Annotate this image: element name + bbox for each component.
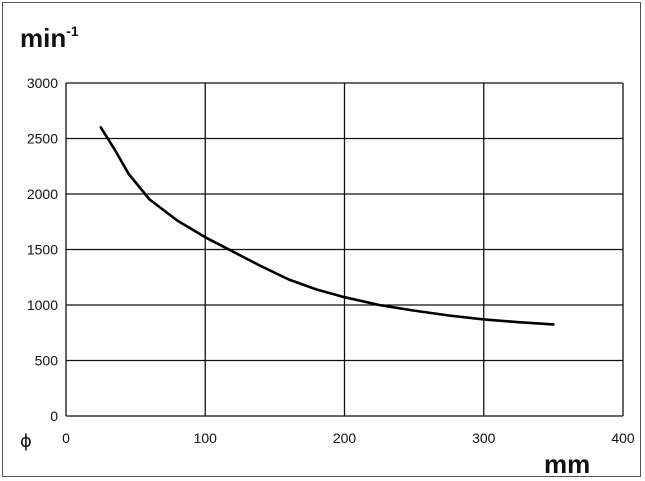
y-tick-label: 2000 [27,186,58,202]
chart-frame [2,2,641,477]
x-axis-title: mm [544,449,590,479]
diameter-symbol: ϕ [20,431,32,452]
x-tick-labels: 0 100 200 300 400 [62,430,635,446]
y-tick-label: 1000 [27,297,58,313]
y-tick-labels: 0 500 1000 1500 2000 2500 3000 [27,75,58,424]
grid [65,82,624,417]
y-tick-label: 2500 [27,131,58,147]
x-tick-label: 300 [472,430,496,446]
x-tick-label: 0 [62,430,70,446]
y-tick-label: 3000 [27,75,58,91]
y-tick-label: 500 [35,353,59,369]
x-tick-label: 100 [194,430,218,446]
series-group [99,126,555,326]
y-axis-title: min-1 [20,23,79,53]
y-tick-label: 0 [50,408,58,424]
y-tick-label: 1500 [27,242,58,258]
x-tick-label: 400 [611,430,635,446]
x-tick-label: 200 [333,430,357,446]
series-line-0 [99,126,555,326]
y-axis-title-base: min [20,23,66,53]
y-axis-title-exponent: -1 [66,23,79,39]
